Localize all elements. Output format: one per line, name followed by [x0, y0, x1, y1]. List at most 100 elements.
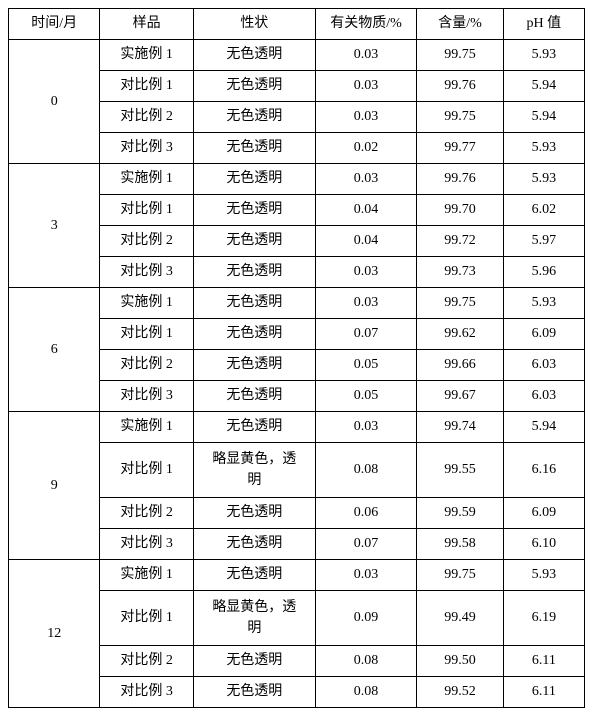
col-header-property: 性状: [193, 9, 315, 40]
table-row: 3实施例 1无色透明0.0399.765.93: [9, 164, 585, 195]
cell-substance: 0.09: [315, 591, 417, 646]
cell-content: 99.70: [417, 195, 503, 226]
cell-property: 无色透明: [193, 560, 315, 591]
cell-sample: 实施例 1: [100, 412, 193, 443]
cell-property: 无色透明: [193, 350, 315, 381]
cell-content: 99.75: [417, 102, 503, 133]
cell-content: 99.50: [417, 646, 503, 677]
col-header-time: 时间/月: [9, 9, 100, 40]
cell-ph: 6.02: [503, 195, 584, 226]
cell-ph: 5.93: [503, 133, 584, 164]
cell-property: 无色透明: [193, 381, 315, 412]
col-header-sample: 样品: [100, 9, 193, 40]
table-body: 0实施例 1无色透明0.0399.755.93对比例 1无色透明0.0399.7…: [9, 40, 585, 708]
cell-substance: 0.03: [315, 40, 417, 71]
cell-substance: 0.07: [315, 319, 417, 350]
cell-substance: 0.03: [315, 164, 417, 195]
cell-property: 无色透明: [193, 164, 315, 195]
cell-ph: 5.94: [503, 102, 584, 133]
cell-substance: 0.06: [315, 498, 417, 529]
cell-content: 99.75: [417, 288, 503, 319]
cell-ph: 5.97: [503, 226, 584, 257]
cell-sample: 对比例 3: [100, 133, 193, 164]
cell-content: 99.73: [417, 257, 503, 288]
cell-time: 12: [9, 560, 100, 708]
table-row: 9实施例 1无色透明0.0399.745.94: [9, 412, 585, 443]
cell-substance: 0.07: [315, 529, 417, 560]
cell-ph: 6.10: [503, 529, 584, 560]
cell-ph: 5.93: [503, 164, 584, 195]
cell-substance: 0.08: [315, 443, 417, 498]
cell-sample: 对比例 1: [100, 71, 193, 102]
cell-sample: 实施例 1: [100, 288, 193, 319]
cell-sample: 对比例 1: [100, 195, 193, 226]
cell-ph: 5.93: [503, 288, 584, 319]
cell-content: 99.76: [417, 71, 503, 102]
cell-substance: 0.03: [315, 71, 417, 102]
cell-substance: 0.04: [315, 195, 417, 226]
cell-ph: 6.11: [503, 646, 584, 677]
cell-ph: 6.09: [503, 319, 584, 350]
cell-content: 99.74: [417, 412, 503, 443]
cell-ph: 5.94: [503, 412, 584, 443]
cell-property: 无色透明: [193, 133, 315, 164]
cell-content: 99.75: [417, 40, 503, 71]
cell-sample: 实施例 1: [100, 40, 193, 71]
cell-content: 99.49: [417, 591, 503, 646]
cell-substance: 0.03: [315, 257, 417, 288]
table-row: 12实施例 1无色透明0.0399.755.93: [9, 560, 585, 591]
cell-sample: 对比例 2: [100, 498, 193, 529]
cell-time: 6: [9, 288, 100, 412]
cell-time: 9: [9, 412, 100, 560]
cell-property: 无色透明: [193, 646, 315, 677]
table-row: 0实施例 1无色透明0.0399.755.93: [9, 40, 585, 71]
col-header-ph: pH 值: [503, 9, 584, 40]
cell-property: 无色透明: [193, 319, 315, 350]
cell-sample: 对比例 2: [100, 646, 193, 677]
cell-substance: 0.08: [315, 677, 417, 708]
cell-substance: 0.05: [315, 381, 417, 412]
cell-sample: 对比例 1: [100, 443, 193, 498]
cell-ph: 5.93: [503, 40, 584, 71]
cell-ph: 6.09: [503, 498, 584, 529]
cell-substance: 0.05: [315, 350, 417, 381]
cell-ph: 6.16: [503, 443, 584, 498]
cell-property: 无色透明: [193, 677, 315, 708]
cell-ph: 6.19: [503, 591, 584, 646]
cell-substance: 0.02: [315, 133, 417, 164]
cell-substance: 0.08: [315, 646, 417, 677]
cell-content: 99.62: [417, 319, 503, 350]
cell-property: 无色透明: [193, 102, 315, 133]
cell-sample: 对比例 3: [100, 257, 193, 288]
cell-substance: 0.04: [315, 226, 417, 257]
cell-sample: 对比例 3: [100, 529, 193, 560]
cell-sample: 对比例 3: [100, 381, 193, 412]
cell-content: 99.66: [417, 350, 503, 381]
cell-content: 99.67: [417, 381, 503, 412]
cell-property: 略显黄色，透明: [193, 443, 315, 498]
cell-property: 无色透明: [193, 257, 315, 288]
cell-ph: 6.11: [503, 677, 584, 708]
cell-ph: 6.03: [503, 381, 584, 412]
cell-content: 99.72: [417, 226, 503, 257]
cell-property: 无色透明: [193, 40, 315, 71]
cell-property: 无色透明: [193, 195, 315, 226]
cell-sample: 实施例 1: [100, 164, 193, 195]
cell-substance: 0.03: [315, 102, 417, 133]
cell-sample: 对比例 2: [100, 226, 193, 257]
cell-property: 无色透明: [193, 288, 315, 319]
stability-data-table: 时间/月 样品 性状 有关物质/% 含量/% pH 值 0实施例 1无色透明0.…: [8, 8, 585, 708]
cell-ph: 5.96: [503, 257, 584, 288]
col-header-content: 含量/%: [417, 9, 503, 40]
cell-content: 99.59: [417, 498, 503, 529]
cell-sample: 对比例 1: [100, 591, 193, 646]
cell-property: 无色透明: [193, 226, 315, 257]
cell-content: 99.58: [417, 529, 503, 560]
cell-ph: 6.03: [503, 350, 584, 381]
cell-content: 99.52: [417, 677, 503, 708]
cell-property: 无色透明: [193, 529, 315, 560]
cell-content: 99.77: [417, 133, 503, 164]
cell-property: 无色透明: [193, 71, 315, 102]
cell-sample: 对比例 2: [100, 102, 193, 133]
cell-substance: 0.03: [315, 560, 417, 591]
